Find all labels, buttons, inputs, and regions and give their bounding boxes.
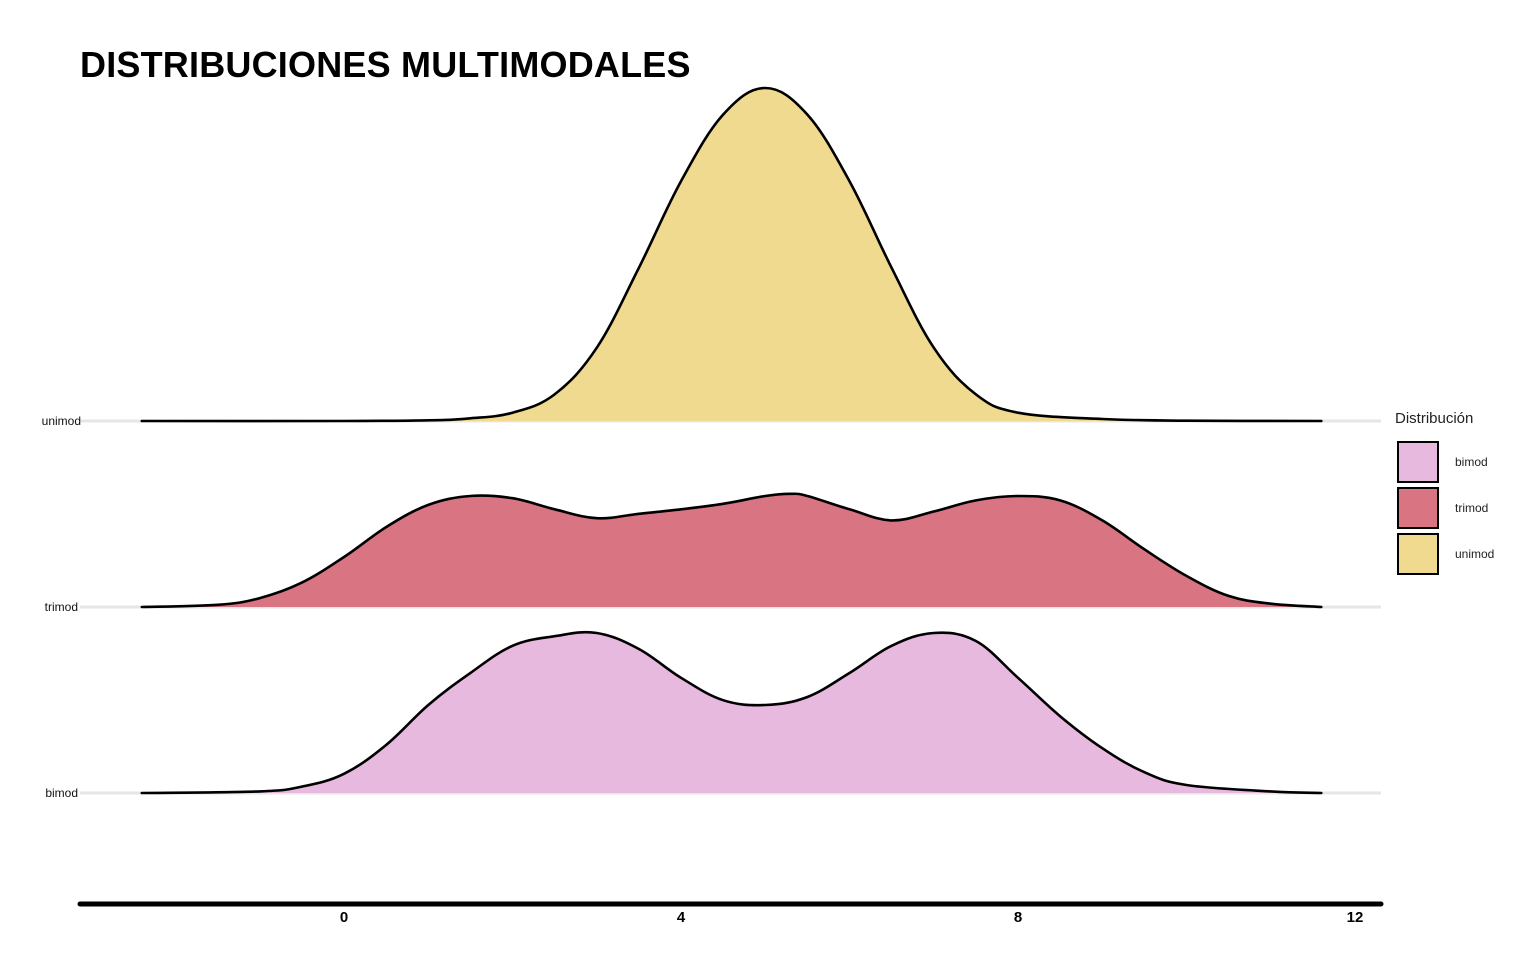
legend-swatch-unimod — [1397, 533, 1439, 575]
legend-label-unimod: unimod — [1455, 547, 1495, 561]
x-axis: 0 4 8 12 — [77, 901, 1384, 926]
ridge-area-unimod — [141, 88, 1322, 422]
row-label-unimod: unimod — [42, 414, 81, 428]
legend-item-bimod: bimod — [1395, 439, 1494, 485]
legend-label-trimod: trimod — [1455, 501, 1489, 515]
row-label-trimod: trimod — [45, 600, 78, 614]
ridge-series — [140, 86, 1323, 795]
legend-title: Distribución — [1395, 410, 1474, 427]
row-label-bimod: bimod — [45, 786, 78, 800]
x-tick-label: 4 — [677, 909, 686, 926]
legend-swatch-bimod — [1397, 441, 1439, 483]
x-tick-label: 8 — [1014, 909, 1022, 926]
legend: Distribución bimod trimod unimod — [1395, 410, 1494, 577]
ridge-line-unimod — [140, 86, 1323, 423]
ridge-line-trimod — [140, 492, 1323, 609]
row-labels: unimod trimod bimod — [42, 414, 81, 800]
chart-title: DISTRIBUCIONES MULTIMODALES — [80, 44, 691, 85]
legend-item-trimod: trimod — [1395, 485, 1494, 531]
ridge-area-bimod — [141, 632, 1322, 793]
x-tick-label: 0 — [340, 909, 348, 926]
x-tick-label: 12 — [1347, 909, 1364, 926]
ridge-line-bimod — [140, 630, 1323, 795]
legend-swatch-trimod — [1397, 487, 1439, 529]
legend-label-bimod: bimod — [1455, 455, 1488, 469]
ridge-area-trimod — [141, 493, 1322, 607]
legend-items: bimod trimod unimod — [1395, 439, 1494, 577]
legend-item-unimod: unimod — [1395, 531, 1494, 577]
